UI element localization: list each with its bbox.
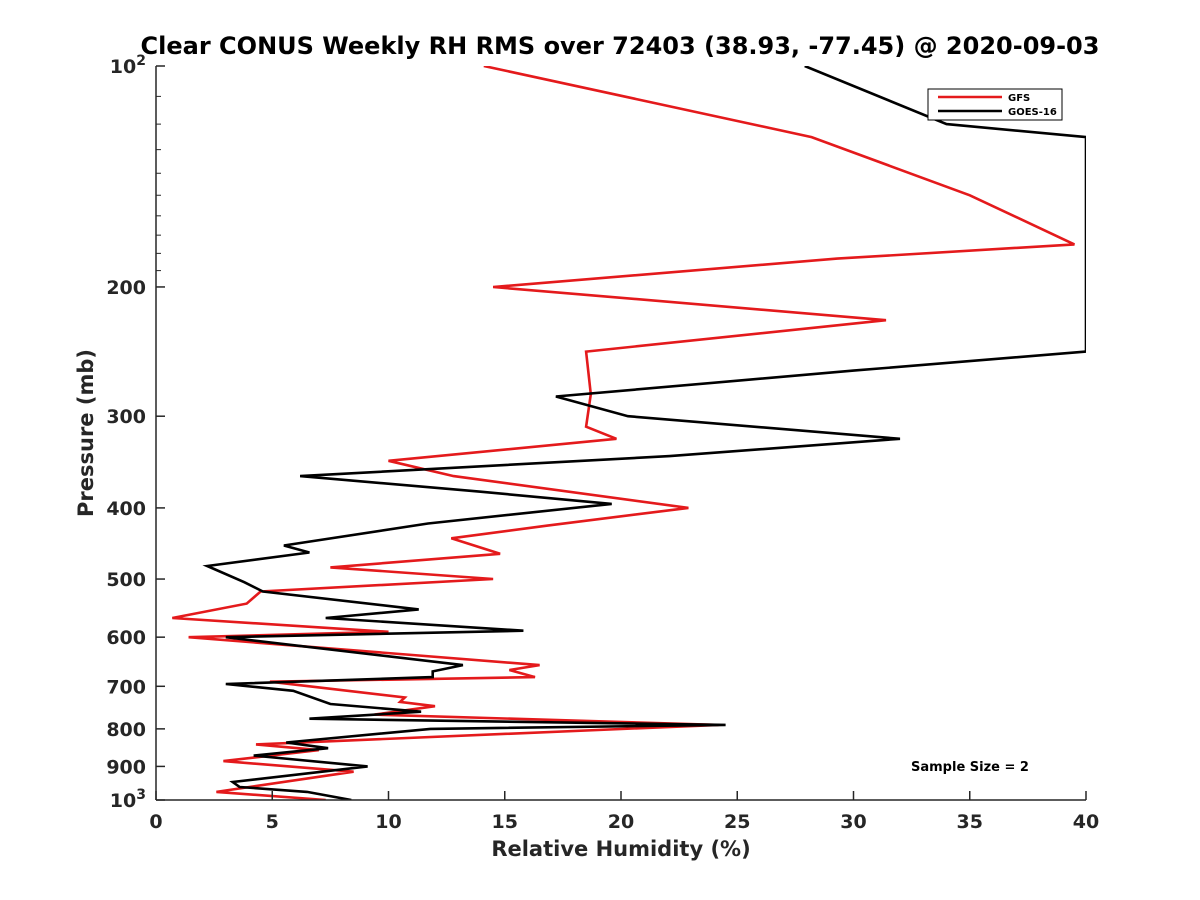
x-tick-label: 35 <box>957 811 983 833</box>
y-tick-label: 600 <box>106 627 146 649</box>
x-tick-label: 5 <box>266 811 279 833</box>
legend-label: GFS <box>1008 93 1030 104</box>
legend: GFS GOES-16 <box>927 88 1063 121</box>
legend-box <box>927 88 1063 121</box>
x-tick-label: 40 <box>1073 811 1099 833</box>
x-tick-label: 20 <box>608 811 634 833</box>
sample-size-annotation: Sample Size = 2 <box>911 760 1029 775</box>
y-tick-label: 500 <box>106 569 146 591</box>
y-axis-label: Pressure (mb) <box>74 349 98 517</box>
axes-layer: 0 5 10 15 20 25 30 35 40102200300400500600700800… <box>106 53 1099 833</box>
y-tick-label: 700 <box>106 676 146 698</box>
x-axis-label: Relative Humidity (%) <box>491 837 750 861</box>
x-tick-label: 15 <box>492 811 518 833</box>
y-tick-label: 200 <box>106 277 146 299</box>
x-tick-label: 25 <box>724 811 750 833</box>
x-tick-label: 10 <box>375 811 401 833</box>
series-layer <box>172 66 1086 800</box>
y-tick-label: 800 <box>106 719 146 741</box>
y-tick-label: 900 <box>106 756 146 778</box>
series-line-goes-16 <box>202 66 1086 800</box>
x-tick-label: 30 <box>840 811 866 833</box>
legend-label: GOES-16 <box>1008 107 1057 118</box>
y-tick-label: 300 <box>106 406 146 428</box>
chart-title: Clear CONUS Weekly RH RMS over 72403 (38… <box>141 32 1100 60</box>
x-tick-label: 0 <box>149 811 162 833</box>
y-tick-label: 400 <box>106 498 146 520</box>
